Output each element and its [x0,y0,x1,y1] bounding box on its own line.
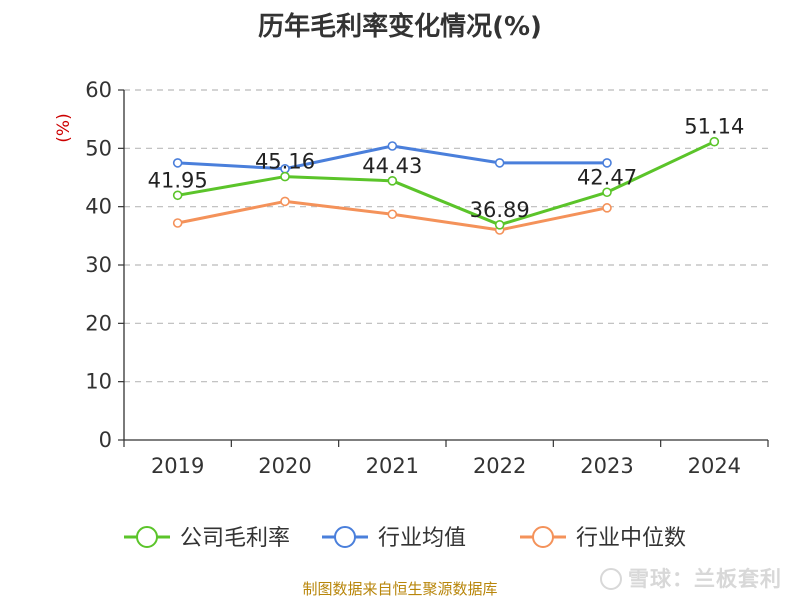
x-tick-label: 2024 [688,454,741,478]
x-tick-label: 2023 [580,454,633,478]
data-label: 42.47 [577,165,637,189]
legend-item-0[interactable]: 公司毛利率 [124,526,290,551]
grid-lines [124,89,768,383]
series-line-0 [177,140,715,227]
legend-item-1[interactable]: 行业均值 [322,526,466,551]
y-tick-label: 0 [99,428,112,452]
chart-title: 历年毛利率变化情况(%) [258,12,542,42]
watermark-text: 雪球：兰板套利 [628,567,782,591]
axes: 0 10 20 30 40 50 60 2019 2020 2021 2022 2023 2024 [85,78,769,478]
data-label: 51.14 [684,115,744,139]
legend-label: 行业中位数 [576,526,686,551]
watermark: 雪球：兰板套利 [600,563,782,593]
x-tick-label: 2021 [366,454,419,478]
data-point[interactable] [172,158,183,168]
data-labels: 41.95 45.16 44.43 36.89 42.47 51.14 [148,115,745,222]
legend-item-2[interactable]: 行业中位数 [520,526,686,551]
legend[interactable]: 公司毛利率 行业均值 行业中位数 [124,526,686,551]
data-point[interactable] [387,141,398,151]
legend-marker [532,526,554,548]
legend-marker [136,526,158,548]
legend-label: 行业均值 [378,526,466,551]
x-tick-label: 2019 [151,454,204,478]
legend-label: 公司毛利率 [180,526,290,551]
y-tick-label: 60 [85,78,112,102]
y-tick-label: 50 [85,136,112,160]
data-point[interactable] [387,209,398,220]
data-label: 41.95 [148,168,208,192]
snowball-logo-icon [600,568,622,590]
series-layer [172,136,720,235]
data-point[interactable] [172,190,183,201]
data-point[interactable] [709,136,720,147]
x-tick-label: 2022 [473,454,526,478]
y-tick-label: 20 [85,311,112,335]
data-point[interactable] [602,158,612,168]
legend-marker [334,526,356,548]
data-label: 45.16 [255,150,315,174]
data-label: 36.89 [470,198,530,222]
y-tick-label: 40 [85,195,112,219]
data-label: 44.43 [362,154,422,178]
data-point[interactable] [494,158,505,168]
data-point[interactable] [602,203,612,213]
y-tick-label: 30 [85,253,112,277]
x-tick-label: 2020 [258,454,311,478]
y-tick-label: 10 [85,370,112,394]
data-point[interactable] [602,187,612,198]
data-point[interactable] [387,176,398,186]
data-point[interactable] [280,171,290,182]
data-point[interactable] [494,220,505,230]
data-point[interactable] [280,196,290,207]
data-point[interactable] [172,218,183,228]
y-axis-unit-label: (%) [54,113,74,142]
source-note: 制图数据来自恒生聚源数据库 [302,580,498,598]
